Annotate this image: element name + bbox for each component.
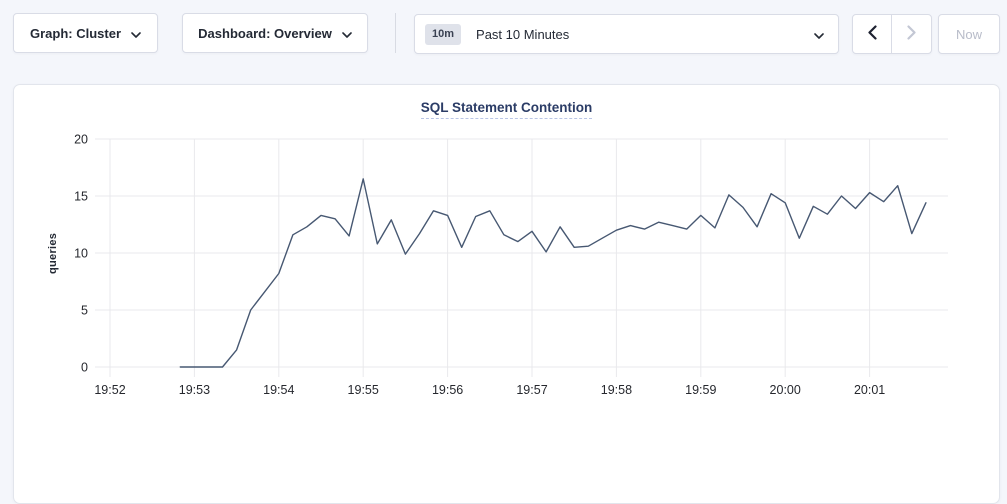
chart-panel: SQL Statement Contention <box>13 84 1000 504</box>
chevron-down-icon <box>814 27 824 42</box>
page: Graph: Cluster Dashboard: Overview 10m P… <box>13 13 1000 504</box>
toolbar-divider <box>395 13 396 53</box>
next-time-button[interactable] <box>892 15 931 53</box>
y-axis-label: queries <box>47 232 59 274</box>
chevron-down-icon <box>342 26 352 41</box>
chevron-down-icon <box>131 26 141 41</box>
time-range-selector[interactable]: 10m Past 10 Minutes <box>414 14 839 54</box>
prev-time-button[interactable] <box>853 15 893 53</box>
graph-dropdown[interactable]: Graph: Cluster <box>13 13 158 53</box>
chart-title-wrap: SQL Statement Contention <box>14 99 999 119</box>
time-range-badge: 10m <box>425 23 462 45</box>
chevron-right-icon <box>907 25 916 43</box>
time-range-label: Past 10 Minutes <box>476 26 570 42</box>
chart-title[interactable]: SQL Statement Contention <box>420 100 593 119</box>
dashboard-dropdown[interactable]: Dashboard: Overview <box>182 13 368 53</box>
graph-dropdown-label: Graph: Cluster <box>29 25 121 41</box>
time-nav-group <box>852 14 932 54</box>
chevron-left-icon <box>867 25 877 43</box>
now-button[interactable]: Now <box>938 14 1000 54</box>
dashboard-dropdown-label: Dashboard: Overview <box>198 25 332 41</box>
